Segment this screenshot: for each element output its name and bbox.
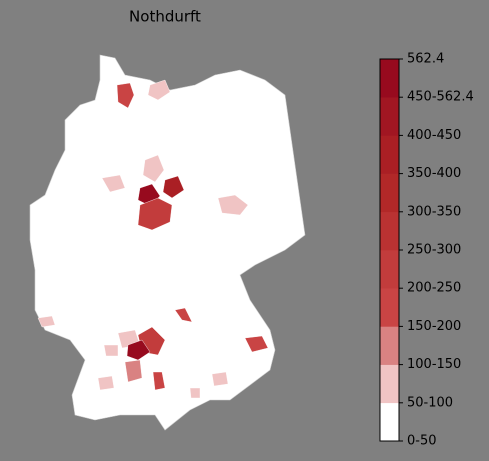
region [126, 339, 151, 361]
region [189, 387, 201, 399]
region [137, 197, 173, 231]
colorbar-label: 50-100 [407, 395, 453, 410]
colorbar-segment [380, 211, 399, 251]
colorbar-label: 150-200 [407, 319, 461, 334]
region [103, 344, 119, 357]
region [211, 371, 229, 387]
colorbar-segment [380, 402, 399, 442]
colorbar-label: 350-400 [407, 166, 461, 181]
region [217, 194, 249, 216]
colorbar-segment [380, 326, 399, 365]
region [162, 175, 185, 199]
region [174, 307, 193, 323]
colorbar-label: 562.4 [407, 52, 444, 67]
colorbar-label: 200-250 [407, 281, 461, 296]
colorbar-label: 400-450 [407, 128, 461, 143]
colorbar-label: 0-50 [407, 434, 437, 449]
region [37, 315, 56, 328]
region [116, 82, 135, 109]
region [152, 371, 166, 391]
colorbar-label: 100-150 [407, 357, 461, 372]
germany-outline [29, 54, 306, 431]
colorbar-segment [380, 288, 399, 327]
colorbar-segment [380, 173, 399, 213]
map-title: Nothdurft [129, 8, 201, 26]
region [124, 359, 143, 383]
colorbar: 0-50 50-100 100-150 150-200 200-250 250-300 30… [379, 52, 474, 449]
regions [37, 79, 269, 399]
colorbar-label: 300-350 [407, 204, 461, 219]
colorbar-segment [380, 250, 399, 289]
region [97, 375, 115, 391]
colorbar-label: 450-562.4 [407, 90, 474, 105]
region [142, 154, 165, 183]
region [101, 174, 126, 193]
colorbar-segment [380, 135, 399, 174]
colorbar-label: 250-300 [407, 243, 461, 258]
colorbar-segment [380, 364, 399, 404]
colorbar-segment [380, 97, 399, 136]
region [244, 335, 269, 353]
region [147, 79, 171, 101]
colorbar-segment [380, 59, 399, 98]
